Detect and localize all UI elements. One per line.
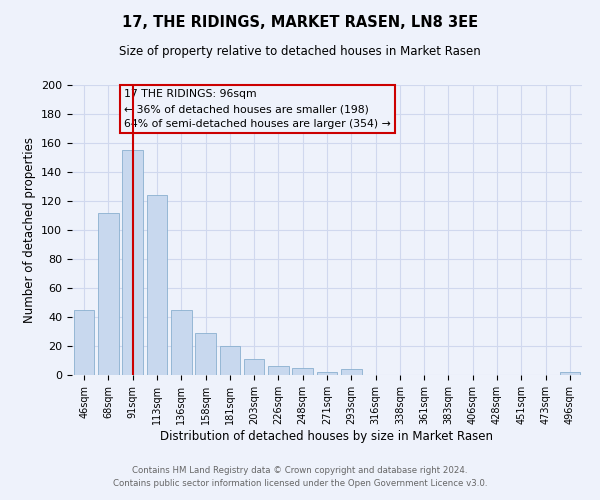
Bar [244, 359, 265, 375]
Text: 17, THE RIDINGS, MARKET RASEN, LN8 3EE: 17, THE RIDINGS, MARKET RASEN, LN8 3EE [122, 15, 478, 30]
Bar [74, 310, 94, 375]
Bar [122, 150, 143, 375]
Bar [560, 372, 580, 375]
Y-axis label: Number of detached properties: Number of detached properties [23, 137, 35, 323]
Bar [146, 195, 167, 375]
Bar [317, 372, 337, 375]
Text: Contains HM Land Registry data © Crown copyright and database right 2024.
Contai: Contains HM Land Registry data © Crown c… [113, 466, 487, 487]
Bar [268, 366, 289, 375]
Text: 17 THE RIDINGS: 96sqm
← 36% of detached houses are smaller (198)
64% of semi-det: 17 THE RIDINGS: 96sqm ← 36% of detached … [124, 90, 391, 129]
Bar [171, 310, 191, 375]
Bar [195, 333, 216, 375]
Bar [98, 212, 119, 375]
X-axis label: Distribution of detached houses by size in Market Rasen: Distribution of detached houses by size … [161, 430, 493, 442]
Text: Size of property relative to detached houses in Market Rasen: Size of property relative to detached ho… [119, 45, 481, 58]
Bar [220, 346, 240, 375]
Bar [292, 368, 313, 375]
Bar [341, 369, 362, 375]
